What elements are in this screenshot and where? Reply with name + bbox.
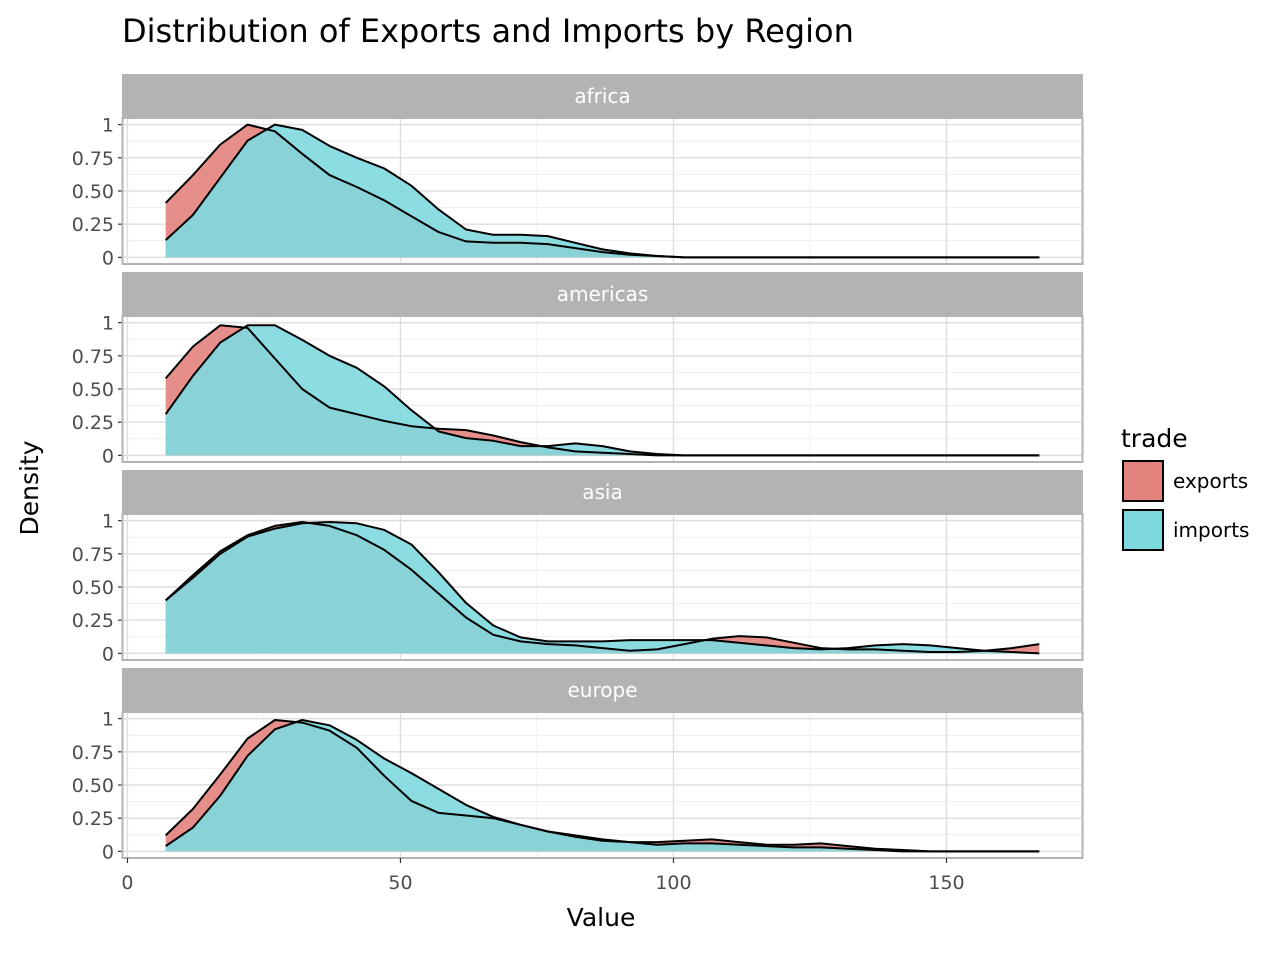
y-tick-label: 0 — [102, 841, 114, 863]
facet-strip-label: europe — [568, 678, 638, 702]
y-tick-label: 1 — [102, 709, 114, 731]
facet-panel-americas: americas 0 0.25 0.50 0.75 1 — [72, 272, 1084, 467]
density-line-imports — [165, 719, 1040, 853]
panel-border — [121, 711, 1084, 859]
legend-key — [1122, 509, 1164, 551]
x-tick-label: 150 — [928, 872, 964, 894]
y-tick-label: 0.50 — [72, 379, 114, 401]
facet-strip — [122, 470, 1083, 514]
y-tick-label: 1 — [102, 115, 114, 137]
facet-panel-europe: europe 0 0.25 0.50 0.75 1 — [72, 668, 1084, 863]
y-axis-title: Density — [15, 440, 44, 535]
facet-strip — [122, 74, 1083, 118]
legend-label: imports — [1173, 518, 1249, 542]
y-tick-label: 0.50 — [72, 775, 114, 797]
panel-border — [121, 315, 1084, 463]
facet-panels: africa 0 0.25 0.50 0.75 1 americas 0 0.25 0.50 0.7… — [72, 74, 1084, 863]
x-axis: 0 50 100 150 — [121, 858, 965, 894]
x-tick-label: 100 — [655, 872, 691, 894]
density-area-imports — [165, 720, 1040, 852]
legend-title: trade — [1121, 424, 1188, 453]
facet-strip-label: africa — [574, 84, 630, 108]
y-tick-label: 0.25 — [72, 214, 114, 236]
y-tick-label: 0 — [102, 643, 114, 665]
y-tick-label: 0.50 — [72, 577, 114, 599]
chart-title: Distribution of Exports and Imports by R… — [122, 12, 854, 50]
x-axis-title: Value — [567, 903, 636, 932]
density-line-imports — [164, 324, 1040, 457]
density-area-imports — [165, 522, 1040, 654]
panel-border — [121, 513, 1084, 661]
density-area-imports — [165, 325, 1040, 456]
facet-strip-label: americas — [557, 282, 649, 306]
y-tick-label: 0.25 — [72, 610, 114, 632]
x-tick-label: 50 — [388, 872, 412, 894]
legend-item-imports: imports — [1122, 509, 1249, 551]
facet-panel-africa: africa 0 0.25 0.50 0.75 1 — [72, 74, 1084, 269]
y-tick-label: 0.50 — [72, 181, 114, 203]
panel-border — [121, 117, 1084, 265]
facet-strip — [122, 272, 1083, 316]
legend-item-exports: exports — [1122, 460, 1248, 502]
facet-panel-asia: asia 0 0.25 0.50 0.75 1 — [72, 470, 1084, 665]
density-line-exports — [165, 719, 1040, 853]
density-line-imports — [165, 123, 1040, 259]
y-tick-label: 1 — [102, 511, 114, 533]
y-tick-label: 0 — [102, 247, 114, 269]
density-area-imports — [165, 124, 1040, 258]
density-line-imports — [165, 521, 1040, 655]
y-tick-label: 0.75 — [72, 544, 114, 566]
x-tick-label: 0 — [121, 872, 133, 894]
facet-strip-label: asia — [582, 480, 623, 504]
legend-label: exports — [1173, 469, 1248, 493]
legend: trade exports imports — [1121, 424, 1249, 551]
y-tick-label: 0.25 — [72, 808, 114, 830]
y-tick-label: 0.75 — [72, 742, 114, 764]
facet-strip — [122, 668, 1083, 712]
y-tick-label: 0.25 — [72, 412, 114, 434]
legend-key — [1122, 460, 1164, 502]
y-tick-label: 1 — [102, 313, 114, 335]
y-tick-label: 0 — [102, 445, 114, 467]
y-tick-label: 0.75 — [72, 346, 114, 368]
y-tick-label: 0.75 — [72, 148, 114, 170]
